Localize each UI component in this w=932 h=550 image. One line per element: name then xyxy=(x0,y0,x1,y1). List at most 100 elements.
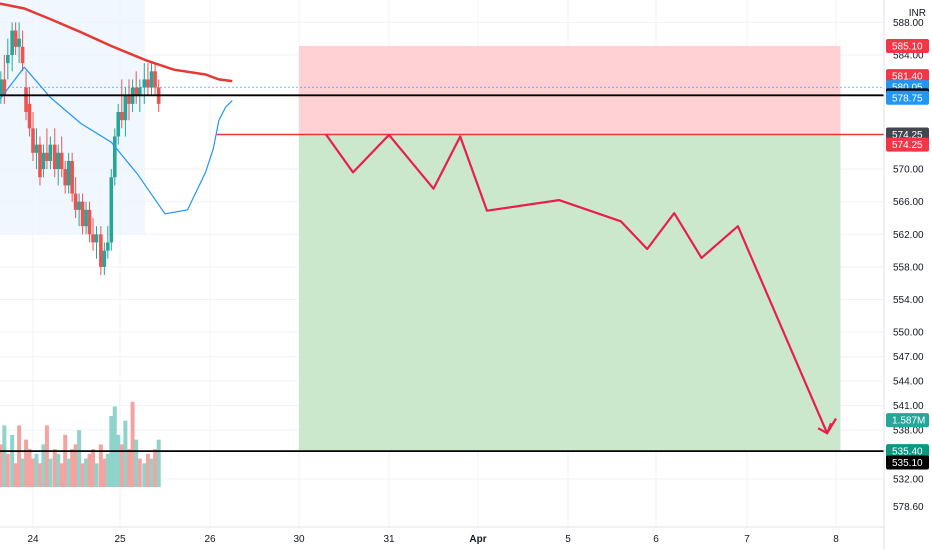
volume-bar xyxy=(59,463,64,487)
x-tick-label[interactable]: 8 xyxy=(833,534,839,545)
projection-line[interactable] xyxy=(325,133,837,435)
candle-body xyxy=(63,169,67,186)
candle-body xyxy=(99,234,103,267)
price-badge xyxy=(886,90,929,105)
volume-bar xyxy=(87,453,92,487)
moving-averages xyxy=(0,2,233,215)
volume-bar xyxy=(10,434,15,487)
candle-body xyxy=(77,201,81,210)
x-tick-label[interactable]: 7 xyxy=(744,534,750,545)
volume-bar xyxy=(17,425,22,487)
volume-bar xyxy=(70,449,75,487)
candle-body xyxy=(38,144,42,178)
volume-bar xyxy=(137,458,142,487)
candle-body xyxy=(45,152,49,161)
y-tick-label: 570.00 xyxy=(893,165,924,176)
candle-body xyxy=(116,112,121,137)
currency-label-box[interactable] xyxy=(885,2,929,26)
volume-bars xyxy=(0,401,161,487)
candle-body xyxy=(20,46,25,64)
projection-path[interactable] xyxy=(325,133,837,435)
y-tick-label: 584.00 xyxy=(893,50,924,61)
lower-pane-label: 578.60 xyxy=(893,502,924,513)
candle-body xyxy=(34,144,39,153)
volume-bar xyxy=(56,453,61,487)
candle-body xyxy=(31,128,35,153)
volume-bar xyxy=(63,434,68,487)
level-lines[interactable] xyxy=(0,86,884,453)
y-tick-label: 550.00 xyxy=(893,328,924,339)
volume-bar xyxy=(134,439,139,487)
time-axis[interactable]: 24 25 26 30 31 Apr 5 6 7 8 xyxy=(0,526,884,545)
volume-bar xyxy=(153,449,158,487)
candle-body xyxy=(2,79,7,96)
volume-bar xyxy=(112,406,117,487)
volume-bar xyxy=(0,444,3,487)
candle-body xyxy=(24,87,28,113)
take-profit-zone[interactable] xyxy=(299,134,841,452)
volume-bar xyxy=(80,463,85,487)
x-tick-label[interactable]: 30 xyxy=(293,534,305,545)
volume-bar xyxy=(123,420,128,487)
volume-bar xyxy=(94,463,99,487)
volume-bar xyxy=(127,449,131,487)
candle-body xyxy=(66,160,71,186)
price-badge-label: 581.40 xyxy=(892,72,923,83)
price-axis[interactable]: INR 588.00 584.00 570.00 566.00 562.00 558.00… xyxy=(883,0,929,550)
candle-body xyxy=(134,87,138,96)
price-badge xyxy=(886,137,929,152)
risk-reward-zones[interactable] xyxy=(299,46,841,452)
volume-bar xyxy=(156,439,161,487)
price-badge-label: 580.05 xyxy=(892,83,923,94)
price-badge-label: 535.40 xyxy=(892,447,923,458)
candle-body xyxy=(84,209,88,227)
x-tick-label[interactable]: 5 xyxy=(565,534,571,545)
price-badge xyxy=(886,39,929,54)
x-tick-label[interactable]: 25 xyxy=(114,534,126,545)
x-tick-label[interactable]: 26 xyxy=(204,534,216,545)
candle-body xyxy=(10,30,14,55)
volume-bar xyxy=(98,444,103,487)
volume-bar xyxy=(142,463,147,487)
price-badge-label: 535.10 xyxy=(892,458,923,469)
volume-bar xyxy=(52,449,57,487)
x-tick-label[interactable]: Apr xyxy=(469,534,486,545)
candle-body xyxy=(94,234,99,243)
x-tick-label[interactable]: 24 xyxy=(27,534,39,545)
x-tick-label[interactable]: 6 xyxy=(653,534,659,545)
volume-bar xyxy=(13,463,18,487)
y-tick-label: 558.00 xyxy=(893,262,924,273)
candle-body xyxy=(41,152,46,170)
candle-body xyxy=(59,152,64,170)
x-tick-label[interactable]: 31 xyxy=(383,534,395,545)
y-tick-label: 554.00 xyxy=(893,295,924,306)
y-tick-label: 541.00 xyxy=(893,401,924,412)
candle-body xyxy=(48,144,53,161)
y-tick-label: 566.00 xyxy=(893,197,924,208)
volume-bar xyxy=(91,449,96,487)
price-badge-label: 1.587M xyxy=(892,416,925,427)
candle-body xyxy=(13,30,18,47)
candle-body xyxy=(153,71,157,88)
candle-body xyxy=(87,209,92,235)
candle-body xyxy=(70,160,74,194)
candle-body xyxy=(109,177,114,243)
ma-slow-line xyxy=(0,2,233,83)
stop-loss-zone[interactable] xyxy=(299,46,841,135)
volume-bar xyxy=(102,458,107,487)
candle-body xyxy=(120,112,124,121)
volume-bar xyxy=(73,444,78,487)
candle-body xyxy=(80,201,85,227)
candle-body xyxy=(17,38,21,47)
candle-body xyxy=(6,54,10,64)
volume-bar xyxy=(145,453,150,487)
y-tick-label: 588.00 xyxy=(893,18,924,29)
currency-label: INR xyxy=(909,8,926,19)
volume-bar xyxy=(130,401,135,487)
price-badge xyxy=(886,444,929,459)
volume-bar xyxy=(105,453,110,487)
price-badge-label: 574.25 xyxy=(892,130,923,141)
candle-body xyxy=(142,79,147,88)
candle-body xyxy=(146,79,150,88)
